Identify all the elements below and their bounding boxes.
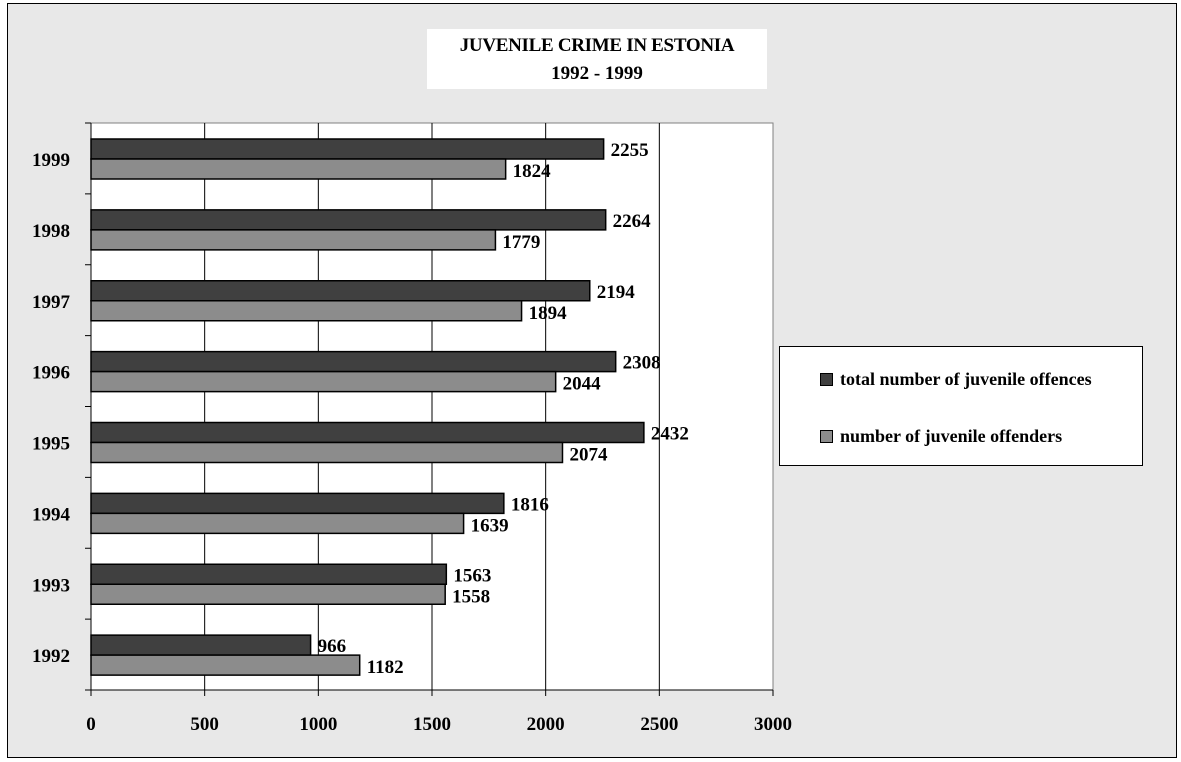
bar: [90, 634, 312, 656]
data-label: 1558: [452, 586, 490, 607]
data-label: 1182: [367, 657, 404, 678]
bar: [90, 441, 564, 464]
data-label: 1816: [511, 494, 549, 515]
bar: [90, 209, 607, 231]
legend-item-offences: total number of juvenile offences: [820, 369, 1092, 390]
chart-subtitle: 1992 - 1999: [551, 63, 643, 84]
x-tick-label: 500: [190, 714, 219, 735]
y-tick-label: 1995: [32, 434, 70, 455]
y-tick-label: 1996: [32, 363, 70, 384]
y-tick-label: 1999: [32, 150, 70, 171]
x-tick-label: 2500: [640, 714, 678, 735]
y-tick-label: 1994: [32, 504, 71, 525]
bar: [90, 350, 617, 373]
y-tick-label: 1993: [32, 575, 70, 596]
data-label: 1894: [529, 303, 568, 324]
bar: [90, 138, 605, 160]
y-tick-label: 1998: [32, 221, 70, 242]
bar: [90, 229, 497, 251]
chart-legend: total number of juvenile offences number…: [779, 346, 1143, 466]
data-label: 2432: [651, 424, 689, 445]
bar: [90, 158, 507, 180]
legend-label-offenders: number of juvenile offenders: [840, 426, 1063, 446]
data-label: 1639: [471, 515, 509, 536]
x-tick-label: 0: [86, 714, 96, 735]
data-label: 2255: [611, 140, 649, 161]
legend-swatch-offences: [820, 373, 833, 386]
y-tick-label: 1997: [32, 292, 71, 313]
bar: [90, 280, 591, 302]
bar: [90, 300, 523, 322]
x-tick-label: 1000: [299, 714, 337, 735]
data-label: 1824: [513, 161, 552, 182]
data-label: 966: [318, 636, 347, 657]
data-label: 2044: [563, 374, 602, 395]
data-label: 1779: [502, 232, 540, 253]
data-label: 2194: [597, 282, 636, 303]
bar: [90, 583, 446, 605]
x-tick-label: 1500: [413, 714, 451, 735]
chart-title-box: JUVENILE CRIME IN ESTONIA 1992 - 1999: [427, 29, 767, 89]
bar: [90, 492, 505, 515]
bar: [90, 512, 465, 535]
y-tick-label: 1992: [32, 646, 70, 667]
chart-title: JUVENILE CRIME IN ESTONIA: [459, 35, 735, 56]
legend-item-offenders: number of juvenile offenders: [820, 426, 1062, 447]
bar: [90, 421, 645, 444]
bar: [90, 654, 361, 676]
x-tick-label: 2000: [527, 714, 565, 735]
data-label: 2308: [623, 353, 661, 374]
data-label: 1563: [453, 565, 491, 586]
legend-label-offences: total number of juvenile offences: [840, 369, 1092, 389]
data-label: 2074: [569, 445, 608, 466]
bar: [90, 370, 557, 393]
data-label: 2264: [613, 211, 652, 232]
legend-swatch-offenders: [820, 430, 833, 443]
x-tick-label: 3000: [754, 714, 792, 735]
bar: [90, 563, 448, 585]
